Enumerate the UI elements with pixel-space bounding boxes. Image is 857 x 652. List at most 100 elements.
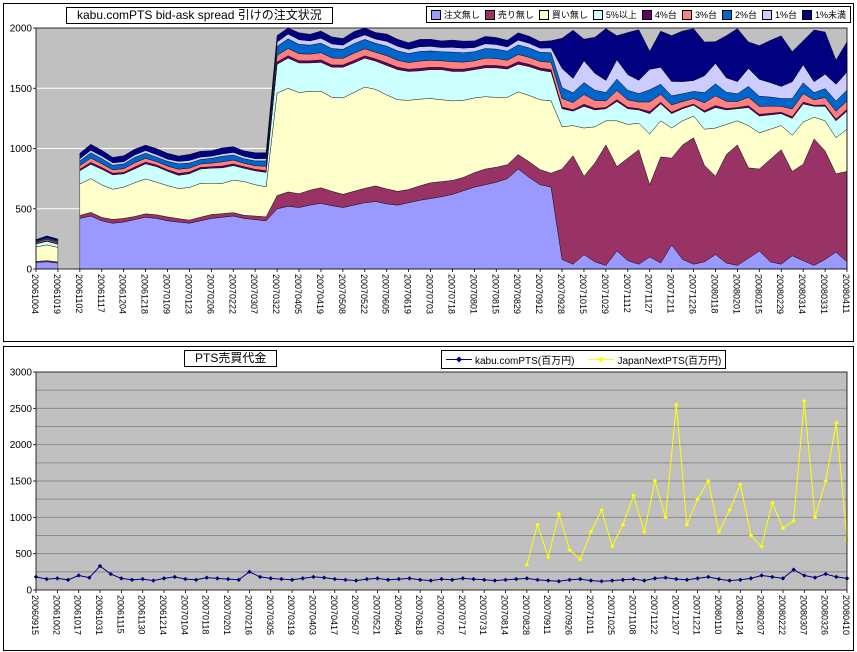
svg-text:20080215: 20080215: [753, 274, 763, 314]
svg-text:20061130: 20061130: [137, 595, 147, 634]
svg-text:20070703: 20070703: [425, 274, 435, 314]
svg-text:500: 500: [15, 549, 32, 560]
legend-item: 5%以上: [592, 8, 637, 21]
legend-label: 注文無し: [443, 10, 480, 20]
svg-text:20080410: 20080410: [841, 595, 851, 635]
svg-text:20080222: 20080222: [777, 595, 787, 635]
legend-label: 2%台: [734, 10, 757, 20]
svg-text:1500: 1500: [10, 477, 33, 488]
legend-swatch-icon: [721, 9, 732, 20]
svg-text:2000: 2000: [10, 24, 33, 35]
svg-text:0: 0: [26, 586, 32, 597]
legend-item: 買い無し: [538, 8, 588, 21]
svg-text:20061218: 20061218: [140, 274, 150, 314]
legend-swatch-icon: [430, 9, 441, 20]
svg-text:20061102: 20061102: [74, 274, 84, 313]
svg-text:20070307: 20070307: [249, 274, 259, 314]
svg-text:20070928: 20070928: [556, 274, 566, 314]
legend-swatch-icon: [641, 9, 652, 20]
svg-text:20070605: 20070605: [381, 274, 391, 314]
spread-chart-title: kabu.comPTS bid-ask spread 引けの注文状況: [66, 7, 333, 24]
svg-text:0: 0: [26, 265, 32, 276]
legend-item: 2%台: [721, 8, 757, 21]
svg-text:20071122: 20071122: [649, 595, 659, 634]
svg-text:1000: 1000: [10, 144, 33, 155]
svg-text:20070109: 20070109: [162, 274, 172, 314]
svg-text:20070702: 20070702: [436, 595, 446, 635]
legend-item: 1%台: [761, 8, 797, 21]
svg-text:20071211: 20071211: [666, 274, 676, 313]
legend-label: 3%台: [694, 10, 717, 20]
svg-text:20071029: 20071029: [600, 274, 610, 314]
svg-text:20061031: 20061031: [94, 595, 104, 635]
svg-text:20070912: 20070912: [534, 274, 544, 314]
svg-text:20070828: 20070828: [521, 595, 531, 635]
svg-text:20070829: 20070829: [512, 274, 522, 314]
svg-text:20070717: 20070717: [457, 595, 467, 635]
svg-text:20080411: 20080411: [841, 274, 851, 313]
legend-swatch-icon: [761, 9, 772, 20]
svg-text:20070305: 20070305: [265, 595, 275, 635]
svg-text:20080124: 20080124: [734, 595, 744, 635]
spread-chart-panel: 0 500 1000 1500 2000 20061004 20061019 20061102…: [3, 3, 854, 342]
svg-text:20071112: 20071112: [622, 274, 632, 313]
svg-text:20070801: 20070801: [468, 274, 478, 314]
spread-chart-legend: 注文無し 売り無し 買い無し 5%以上 4%台 3%台 2%台 1%台 1%未満: [425, 6, 851, 23]
legend-item: kabu.comPTS(百万円): [446, 352, 574, 367]
svg-text:20061117: 20061117: [96, 274, 106, 313]
legend-swatch-icon: [484, 9, 495, 20]
turnover-chart-legend: kabu.comPTS(百万円) JapanNextPTS(百万円): [441, 350, 727, 369]
svg-text:20080110: 20080110: [713, 595, 723, 634]
svg-text:20070216: 20070216: [243, 595, 253, 635]
svg-text:20070507: 20070507: [350, 595, 360, 635]
svg-text:20080314: 20080314: [797, 274, 807, 314]
svg-text:2500: 2500: [10, 404, 33, 415]
legend-label: 5%以上: [605, 10, 637, 20]
svg-text:20070405: 20070405: [293, 274, 303, 314]
svg-text:20080331: 20080331: [819, 274, 829, 314]
svg-text:20070522: 20070522: [359, 274, 369, 314]
legend-item: 4%台: [641, 8, 677, 21]
svg-text:20070118: 20070118: [201, 595, 211, 634]
legend-item: JapanNextPTS(百万円): [588, 352, 721, 367]
legend-swatch-icon: [801, 9, 812, 20]
svg-text:20061019: 20061019: [52, 274, 62, 314]
svg-text:20070508: 20070508: [337, 274, 347, 314]
svg-text:20061002: 20061002: [51, 595, 61, 635]
svg-text:20061115: 20061115: [115, 595, 125, 634]
svg-text:20070222: 20070222: [227, 274, 237, 314]
svg-text:20070814: 20070814: [500, 595, 510, 635]
legend-label: 買い無し: [551, 10, 588, 20]
svg-text:20070419: 20070419: [315, 274, 325, 314]
svg-text:20070201: 20070201: [222, 595, 232, 635]
svg-text:20071011: 20071011: [585, 595, 595, 634]
svg-text:20061017: 20061017: [73, 595, 83, 635]
legend-label: 1%未満: [814, 10, 846, 20]
svg-text:20080229: 20080229: [775, 274, 785, 314]
svg-text:20080326: 20080326: [820, 595, 830, 635]
legend-label: kabu.comPTS(百万円): [475, 356, 575, 367]
svg-text:20070911: 20070911: [542, 595, 552, 634]
legend-line-marker-icon: [588, 356, 615, 363]
svg-text:20061204: 20061204: [118, 274, 128, 314]
turnover-chart-title: PTS売買代金: [184, 350, 278, 367]
legend-line-marker-icon: [446, 356, 472, 363]
svg-text:20070322: 20070322: [271, 274, 281, 314]
svg-text:20070619: 20070619: [403, 274, 413, 314]
svg-text:20061004: 20061004: [30, 274, 40, 314]
legend-swatch-icon: [592, 9, 603, 20]
svg-text:20070206: 20070206: [205, 274, 215, 314]
svg-text:20061214: 20061214: [158, 595, 168, 635]
svg-text:20070815: 20070815: [490, 274, 500, 314]
svg-text:20080201: 20080201: [731, 274, 741, 314]
legend-item: 1%未満: [801, 8, 846, 21]
svg-text:20080207: 20080207: [756, 595, 766, 635]
legend-label: JapanNextPTS(百万円): [617, 356, 722, 367]
svg-text:20070319: 20070319: [286, 595, 296, 635]
svg-text:2000: 2000: [10, 440, 33, 451]
svg-text:20071127: 20071127: [644, 274, 654, 313]
svg-text:20060915: 20060915: [30, 595, 40, 635]
turnover-chart-plot: 0 500 1000 1500 2000 2500 3000 20060915 20061002…: [10, 368, 851, 636]
svg-text:20070417: 20070417: [329, 595, 339, 635]
legend-swatch-icon: [681, 9, 692, 20]
